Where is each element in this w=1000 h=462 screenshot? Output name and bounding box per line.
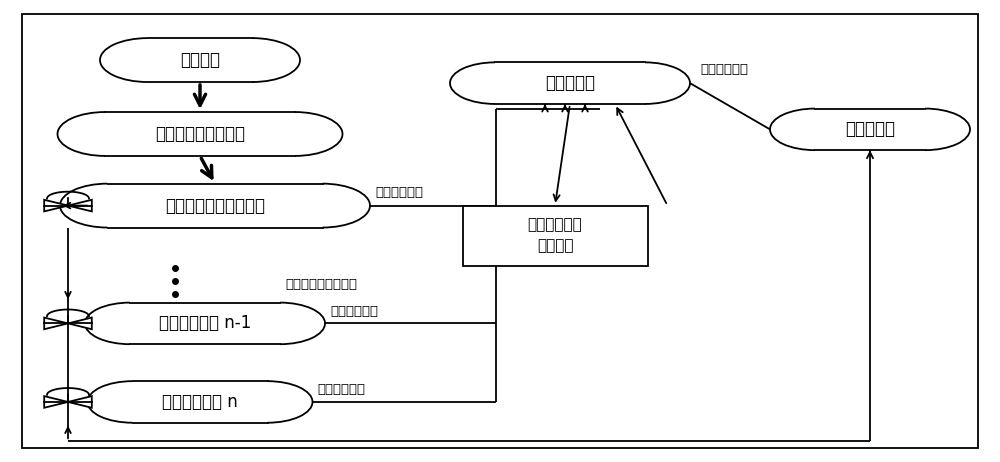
Bar xyxy=(132,381,268,423)
Bar xyxy=(495,62,645,104)
Bar xyxy=(462,206,648,266)
Text: 加注顺序确定
发送指令: 加注顺序确定 发送指令 xyxy=(528,218,582,254)
Polygon shape xyxy=(44,396,68,408)
Bar xyxy=(105,112,295,156)
Text: 液氢汽化单元 n: 液氢汽化单元 n xyxy=(162,393,238,411)
Text: 压力数据传输: 压力数据传输 xyxy=(330,305,378,318)
Text: 中央处理器: 中央处理器 xyxy=(545,74,595,92)
Bar xyxy=(815,109,925,150)
Polygon shape xyxy=(68,396,92,408)
Text: 温度压力达到加注要求: 温度压力达到加注要求 xyxy=(165,197,265,214)
Text: 液氢汽化、压力升高: 液氢汽化、压力升高 xyxy=(155,125,245,143)
Polygon shape xyxy=(68,200,92,212)
Text: 压力数据传输: 压力数据传输 xyxy=(318,383,366,396)
Polygon shape xyxy=(68,317,92,329)
Text: 压力数据传输: 压力数据传输 xyxy=(375,186,423,199)
Bar xyxy=(130,303,280,344)
Text: 打开阀门、开始加注: 打开阀门、开始加注 xyxy=(285,278,357,291)
Polygon shape xyxy=(44,200,68,212)
Bar xyxy=(108,183,322,227)
Polygon shape xyxy=(44,317,68,329)
Text: 压力数据传输: 压力数据传输 xyxy=(700,63,748,76)
Text: 用户侧储罐: 用户侧储罐 xyxy=(845,121,895,138)
Text: 液氢汽化单元 n-1: 液氢汽化单元 n-1 xyxy=(159,315,251,332)
Bar xyxy=(148,38,253,82)
Text: 注入液氢: 注入液氢 xyxy=(180,51,220,69)
